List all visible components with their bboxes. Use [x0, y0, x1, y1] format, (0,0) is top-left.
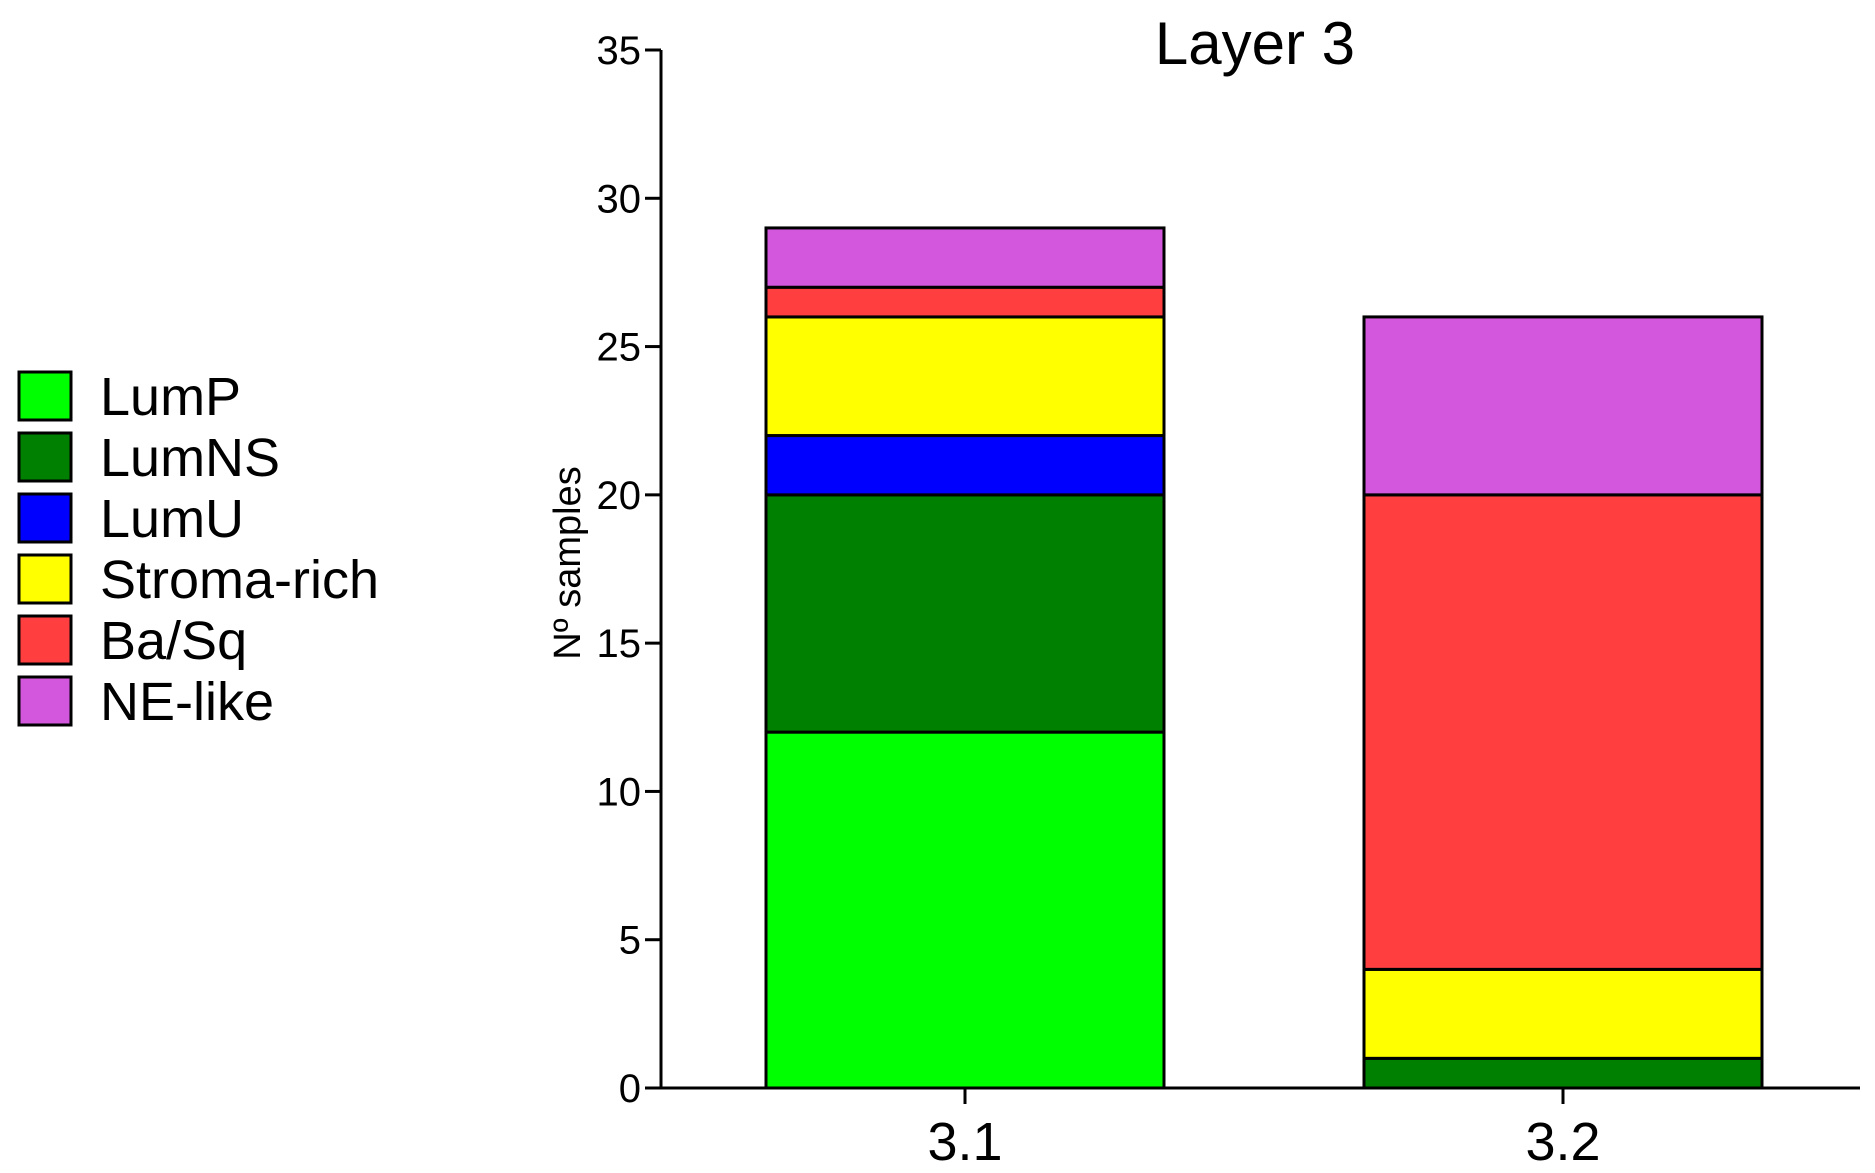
bar-segment-ba-sq-3-2 [1362, 493, 1764, 971]
legend-label: LumNS [100, 428, 280, 488]
legend-label: LumP [100, 367, 241, 427]
y-tick-label: 20 [597, 474, 642, 518]
x-tick-label: 3.2 [1525, 1112, 1600, 1168]
legend-swatch [17, 431, 73, 483]
bar-segment-ba-sq-3-1 [764, 285, 1166, 319]
y-tick-label: 5 [619, 919, 641, 963]
legend-label: LumU [100, 489, 244, 549]
bar-segment-stroma-rich-3-2 [1362, 967, 1764, 1060]
bar-segment-stroma-rich-3-1 [764, 315, 1166, 438]
legend-swatch [17, 492, 73, 544]
legend-swatch [17, 553, 73, 605]
y-tick-label: 15 [597, 622, 642, 666]
y-tick-label: 35 [597, 29, 642, 73]
y-tick-label: 10 [597, 770, 642, 814]
y-ticks: 0 5 10 15 20 25 30 35 [597, 29, 661, 1111]
legend-swatch [17, 370, 73, 422]
bar-segment-lumns-3-1 [764, 493, 1166, 734]
y-axis-label: Nº samples [547, 466, 589, 659]
legend-label: Stroma-rich [100, 550, 379, 610]
bar-segment-ne-like-3-2 [1362, 315, 1764, 497]
legend-swatch [17, 675, 73, 727]
y-tick-label: 25 [597, 326, 642, 370]
axes [659, 50, 1860, 1090]
legend-swatch [17, 614, 73, 666]
bar-segment-ne-like-3-1 [764, 226, 1166, 289]
chart-title: Layer 3 [1155, 10, 1355, 77]
legend-label: Ba/Sq [100, 611, 247, 671]
bar-segment-lump-3-1 [764, 730, 1166, 1090]
y-tick-label: 30 [597, 177, 642, 221]
x-tick-label: 3.1 [927, 1112, 1002, 1168]
bars [764, 226, 1764, 1090]
x-ticks: 3.1 3.2 [927, 1088, 1601, 1172]
legend-label: NE-like [100, 672, 274, 732]
bar-segment-lumu-3-1 [764, 434, 1166, 497]
bar-segment-lumns-3-2 [1362, 1056, 1764, 1090]
y-tick-label: 0 [619, 1067, 641, 1111]
